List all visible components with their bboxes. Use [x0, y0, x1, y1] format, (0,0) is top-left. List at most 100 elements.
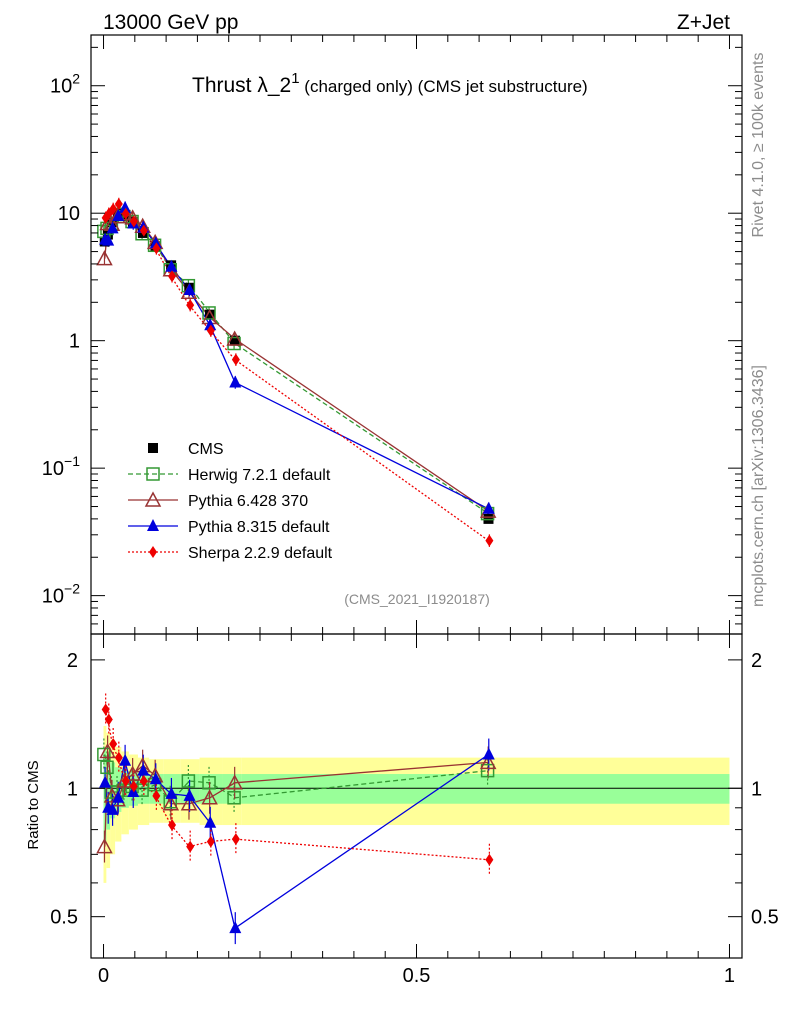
- series-lines: [103, 197, 490, 945]
- cms-data-point: [204, 309, 215, 320]
- sherpa-2-2-9-default-ratio-point: [206, 835, 215, 848]
- analysis-id: (CMS_2021_I1920187): [344, 591, 490, 607]
- sherpa-2-2-9-default-point: [139, 224, 148, 237]
- sherpa-2-2-9-default-point: [152, 242, 161, 255]
- sherpa-2-2-9-default-ratio-point: [152, 789, 161, 802]
- ratio-tick-label: 0.5: [50, 907, 78, 929]
- sherpa-2-2-9-default-ratio-point: [168, 819, 177, 832]
- pythia-6-428-370-ratio-point: [162, 795, 180, 811]
- sherpa-2-2-9-default-ratio-point: [121, 775, 130, 788]
- sherpa-2-2-9-default-ratio-point: [104, 713, 113, 726]
- title-rest: (charged only) (CMS jet substructure): [300, 77, 588, 96]
- x-tick-label: 0: [98, 965, 109, 987]
- pythia-8-315-default-point: [112, 209, 125, 222]
- sherpa-2-2-9-default-point: [114, 198, 123, 211]
- pythia-8-315-default-ratio-point: [99, 775, 112, 788]
- pythia-8-315-default-point: [119, 200, 132, 213]
- cms-data-point: [229, 335, 240, 346]
- title-main: Thrust λ_2: [192, 74, 291, 97]
- legend-marker: [146, 467, 160, 481]
- sherpa-2-2-9-default-point: [186, 299, 195, 312]
- series-markers: [96, 198, 497, 934]
- x-tick-label: 0.5: [403, 965, 431, 987]
- sherpa-2-2-9-default-ratio-point: [114, 751, 123, 764]
- sherpa-2-2-9-default-ratio-point: [485, 853, 494, 866]
- sherpa-2-2-9-default-ratio-point: [129, 780, 138, 793]
- sherpa-2-2-9-default-point: [129, 215, 138, 228]
- pythia-8-315-default-ratio-point: [204, 815, 217, 828]
- sherpa-2-2-9-default-point: [485, 534, 494, 547]
- legend-marker: [149, 546, 157, 558]
- pythia-6-428-370-ratio-point: [226, 774, 243, 790]
- pythia-8-315-default-ratio-point: [106, 802, 119, 815]
- pythia-8-315-default-point: [102, 233, 115, 246]
- sherpa-2-2-9-default-point: [109, 202, 118, 215]
- y-tick-label: 10: [58, 203, 80, 225]
- legend-marker: [147, 519, 159, 531]
- herwig-7-2-1-default-ratio-point: [227, 791, 241, 805]
- sherpa-2-2-9-default-point: [231, 353, 240, 366]
- ratio-y-axis-label: Ratio to CMS: [25, 760, 42, 849]
- rivet-label: Rivet 4.1.0, ≥ 100k events: [750, 53, 767, 238]
- sherpa-2-2-9-default-ratio-point: [101, 703, 110, 716]
- pythia-6-428-370-point: [96, 250, 113, 266]
- pythia-6-428-370-ratio-point: [99, 742, 116, 759]
- legend-label: CMS: [188, 441, 224, 458]
- ratio-tick-label-right: 2: [751, 650, 762, 672]
- legend-label: Herwig 7.2.1 default: [188, 467, 331, 484]
- sherpa-2-2-9-default-point: [121, 207, 130, 220]
- pythia-8-315-default-point: [204, 318, 217, 331]
- pythia-6-428-370-ratio-point: [201, 789, 218, 805]
- x-tick-label: 1: [724, 965, 735, 987]
- pythia-6-428-370-point: [226, 330, 243, 346]
- sherpa-2-2-9-default-ratio-point: [109, 738, 118, 751]
- pythia-8-315-default-ratio-point: [482, 747, 495, 760]
- herwig-7-2-1-default-point: [202, 306, 216, 320]
- pythia-8-315-default-ratio-point: [137, 763, 150, 776]
- pythia-8-315-default-ratio-point: [119, 753, 132, 766]
- ratio-tick-label-right: 0.5: [751, 907, 779, 929]
- y-tick-label: 1: [69, 331, 80, 353]
- ratio-band-inner: [137, 774, 150, 804]
- header-left-label: 13000 GeV pp: [103, 11, 238, 34]
- y-tick-label: 10−1: [42, 453, 80, 480]
- legend-label: Pythia 8.315 default: [188, 519, 330, 536]
- herwig-7-2-1-default-ratio-point: [480, 763, 495, 778]
- pythia-6-428-370-ratio-point: [479, 753, 497, 770]
- sherpa-2-2-9-default-ratio-point: [186, 840, 195, 853]
- sherpa-2-2-9-default-point: [206, 324, 215, 337]
- mcplots-label: mcplots.cern.ch [arXiv:1306.3436]: [750, 365, 767, 607]
- pythia-8-315-default-point: [149, 236, 162, 249]
- legend-marker: [148, 443, 158, 453]
- sherpa-2-2-9-default-point: [168, 270, 177, 283]
- pythia-8-315-default-point: [229, 375, 242, 388]
- axes: 10−2 10−1 1 10 102 0.5 0.5 1 1 2 2 0 0.5 1: [42, 34, 779, 987]
- sherpa-2-2-9-default-ratio-point: [139, 775, 148, 788]
- sherpa-2-2-9-default-ratio-point: [231, 833, 240, 846]
- pythia-6-428-370-ratio-point: [124, 765, 141, 781]
- pythia-8-315-default-line: [104, 206, 489, 510]
- ratio-tick-label: 2: [67, 650, 78, 672]
- y-tick-label: 10−2: [42, 581, 80, 608]
- pythia-6-428-370-ratio-point: [180, 795, 198, 811]
- pythia-8-315-default-ratio-point: [229, 921, 242, 934]
- pythia-8-315-default-point: [482, 501, 495, 514]
- legend-marker: [144, 491, 162, 507]
- pythia-8-315-default-point: [106, 221, 119, 234]
- herwig-7-2-1-default-ratio-point: [100, 760, 114, 775]
- pythia-8-315-default-ratio-point: [165, 786, 178, 799]
- herwig-7-2-1-default-ratio-point: [97, 747, 111, 762]
- y-tick-label: 102: [50, 71, 80, 98]
- plot-title: Thrust λ_21 (charged only) (CMS jet subs…: [192, 70, 588, 97]
- pythia-8-315-default-point: [165, 259, 178, 272]
- title-superscript: 1: [291, 70, 299, 87]
- pythia-8-315-default-ratio-point: [149, 772, 162, 785]
- header-right-label: Z+Jet: [677, 11, 730, 34]
- herwig-7-2-1-default-ratio-point: [202, 776, 216, 790]
- legend-label: Sherpa 2.2.9 default: [188, 545, 333, 562]
- pythia-8-315-default-ratio-point: [112, 790, 125, 803]
- ratio-tick-label-right: 1: [751, 778, 762, 800]
- herwig-7-2-1-default-ratio-point: [181, 774, 196, 788]
- legend-label: Pythia 6.428 370: [188, 493, 308, 510]
